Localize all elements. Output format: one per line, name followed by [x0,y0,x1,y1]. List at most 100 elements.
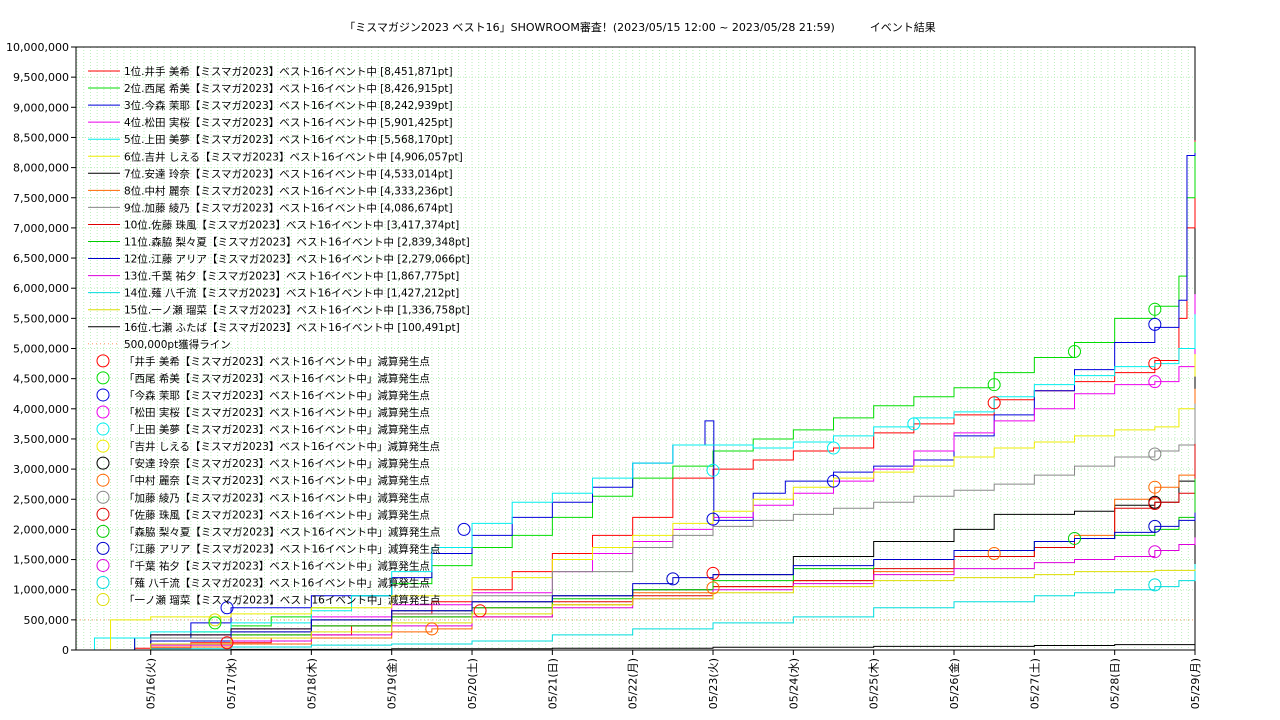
legend-marker [96,490,110,504]
legend-entry: 「西尾 希美【ミスマガ2023】ベスト16イベント中」減算発生点 [124,372,430,385]
deduction-point [827,441,841,455]
legend-entry: 10位.佐藤 珠風【ミスマガ2023】ベスト16イベント中 [3,417,374… [124,218,459,231]
y-tick-label: 7,500,000 [13,192,69,205]
legend-entry: 14位.薙 八千流【ミスマガ2023】ベスト16イベント中 [1,427,212… [124,287,459,300]
series-line [76,294,1196,651]
deduction-point [1068,345,1082,359]
y-tick-label: 5,500,000 [13,312,69,325]
deduction-point [907,417,921,431]
deduction-point [827,474,841,488]
deduction-point [1148,480,1162,494]
y-tick-label: 4,500,000 [13,373,69,386]
deduction-point [208,616,222,630]
legend-entry: 9位.加藤 綾乃【ミスマガ2023】ベスト16イベント中 [4,086,674p… [124,201,453,214]
y-tick-label: 4,000,000 [13,403,69,416]
y-tick-label: 7,000,000 [13,222,69,235]
y-tick-label: 8,000,000 [13,162,69,175]
y-tick-label: 1,500,000 [13,554,69,567]
legend-entry: 「千葉 祐夕【ミスマガ2023】ベスト16イベント中」減算発生点 [124,559,430,572]
deduction-point [987,396,1001,410]
x-tick-label: 05/19(金) [385,658,399,709]
legend-marker [96,439,110,453]
deduction-point [1148,302,1162,316]
deduction-point [666,572,680,586]
deduction-point [1148,357,1162,371]
legend-marker [96,354,110,368]
deduction-point [220,601,234,615]
deduction-point [1148,545,1162,559]
x-tick-label: 05/20(土) [466,658,479,709]
legend-entry: 3位.今森 茉耶【ミスマガ2023】ベスト16イベント中 [8,242,939p… [124,99,453,112]
series-line [76,314,1196,651]
grid [76,46,1195,650]
deduction-point [706,512,720,526]
legend-entry: 16位.七瀬 ふたば【ミスマガ2023】ベスト16イベント中 [100,491p… [124,321,460,334]
legend-marker [96,456,110,470]
legend-entry: 「加藤 綾乃【ミスマガ2023】ベスト16イベント中」減算発生点 [124,491,430,504]
series-line [76,569,1196,651]
legend-marker [96,422,110,436]
deduction-point [1148,317,1162,331]
deduction-point [987,547,1001,561]
legend-entry: 「松田 実桜【ミスマガ2023】ベスト16イベント中」減算発生点 [124,406,430,419]
legend-entry: 「安達 玲奈【ミスマガ2023】ベスト16イベント中」減算発生点 [124,457,430,470]
chart-title: 「ミスマガジン2023 ベスト16」SHOWROOM審査！(2023/05/15… [344,21,936,34]
legend-entry: 7位.安達 玲奈【ミスマガ2023】ベスト16イベント中 [4,533,014p… [124,167,453,180]
legend-entry: 「森脇 梨々夏【ミスマガ2023】ベスト16イベント中」減算発生点 [124,525,440,538]
y-tick-label: 6,000,000 [13,282,69,295]
y-tick-label: 2,500,000 [13,493,69,506]
legend-entry: 「今森 茉耶【ミスマガ2023】ベスト16イベント中」減算発生点 [124,389,430,402]
x-tick-label: 05/17(水) [225,658,238,709]
deduction-point [1148,578,1162,592]
legend-entry: 8位.中村 麗奈【ミスマガ2023】ベスト16イベント中 [4,333,236p… [124,184,453,197]
y-tick-label: 1,000,000 [13,584,69,597]
series-line [76,563,1196,651]
legend-marker [96,593,110,607]
legend: 1位.井手 美希【ミスマガ2023】ベスト16イベント中 [8,451,871p… [88,65,470,607]
y-tick-label: 500,000 [24,614,70,627]
legend-marker [96,371,110,385]
x-tick-label: 05/27(土) [1028,658,1041,709]
deduction-point [706,581,720,595]
deduction-point [457,522,471,536]
deduction-point [987,378,1001,392]
y-tick-label: 9,000,000 [13,101,69,114]
deduction-point [1148,496,1162,510]
legend-marker [96,507,110,521]
legend-marker [96,405,110,419]
x-tick-label: 05/26(金) [947,658,961,709]
deduction-point [208,613,222,627]
legend-entry: 4位.松田 実桜【ミスマガ2023】ベスト16イベント中 [5,901,425p… [124,116,453,129]
legend-entry: 「一ノ瀬 瑠菜【ミスマガ2023】ベスト16イベント中」減算発生点 [124,594,440,607]
series-line [76,354,1196,651]
y-tick-label: 3,000,000 [13,463,69,476]
legend-entry: 「江藤 アリア【ミスマガ2023】ベスト16イベント中」減算発生点 [124,542,440,555]
x-tick-label: 05/28(日) [1109,658,1122,709]
series-lines [76,140,1196,651]
legend-entry: 11位.森脇 梨々夏【ミスマガ2023】ベスト16イベント中 [2,839,34… [124,236,470,249]
legend-entry: 「薙 八千流【ミスマガ2023】ベスト16イベント中」減算発生点 [124,577,430,590]
y-tick-label: 9,500,000 [13,71,69,84]
x-tick-label: 05/16(火) [145,658,158,709]
legend-marker [96,524,110,538]
deduction-point [473,604,487,618]
legend-marker [96,473,110,487]
legend-marker [96,541,110,555]
deduction-point [1068,531,1082,545]
deduction-point [1148,375,1162,389]
y-tick-label: 2,000,000 [13,523,69,536]
legend-entry: 5位.上田 美夢【ミスマガ2023】ベスト16イベント中 [5,568,170p… [124,133,453,146]
legend-entry: 15位.一ノ瀬 瑠菜【ミスマガ2023】ベスト16イベント中 [1,336,75… [124,304,470,317]
deduction-markers [208,302,1162,650]
deduction-point [220,636,234,650]
series-line [76,643,1196,651]
x-tick-label: 05/23(火) [707,658,720,709]
x-tick-label: 05/18(木) [305,658,318,709]
legend-entry: 「吉井 しえる【ミスマガ2023】ベスト16イベント中」減算発生点 [124,440,440,453]
deduction-point [706,566,720,580]
legend-entry: 「上田 美夢【ミスマガ2023】ベスト16イベント中」減算発生点 [124,423,430,436]
x-tick-label: 05/22(月) [627,658,640,709]
series-line [76,512,1196,651]
legend-marker [96,558,110,572]
